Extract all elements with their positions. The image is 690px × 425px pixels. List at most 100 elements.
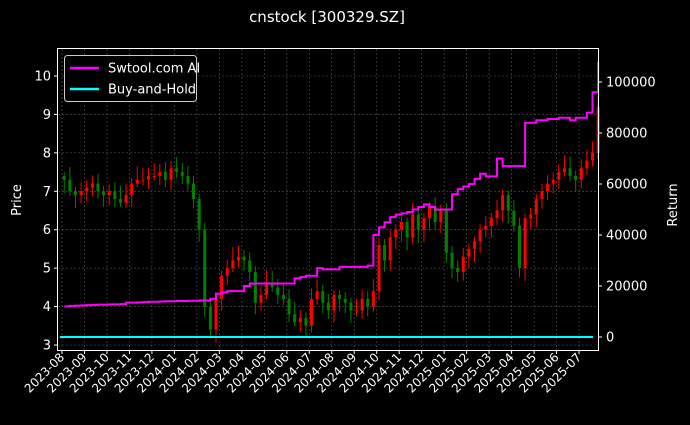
candle-body	[546, 183, 550, 192]
candle-body	[332, 295, 336, 311]
candle-body	[175, 168, 179, 173]
candle-body	[298, 318, 302, 322]
candle-body	[113, 191, 117, 199]
y2-tick-label: 0	[606, 331, 614, 346]
candle-body	[405, 222, 409, 238]
candle-body	[315, 291, 319, 299]
candle-body	[366, 298, 370, 307]
candle-body	[163, 172, 167, 180]
candle-body	[208, 306, 212, 330]
y-tick-label: 9	[43, 108, 51, 123]
candle-body	[102, 191, 106, 196]
candle-body	[411, 214, 415, 238]
candle-body	[416, 214, 420, 230]
y2-tick-label: 100000	[606, 76, 656, 91]
y-tick-label: 10	[34, 69, 51, 84]
candle-body	[197, 198, 201, 230]
candle-body	[281, 295, 285, 299]
candle-body	[540, 191, 544, 199]
candle-body	[523, 218, 527, 269]
candle-body	[169, 168, 173, 180]
candle-body	[478, 229, 482, 242]
candle-body	[456, 268, 460, 272]
y2-tick-label: 20000	[606, 280, 647, 295]
candle-body	[428, 206, 432, 219]
candle-body	[574, 175, 578, 180]
candle-body	[489, 218, 493, 226]
candle-body	[534, 198, 538, 215]
candle-body	[467, 248, 471, 257]
candle-body	[186, 175, 190, 184]
y2-tick-label: 40000	[606, 229, 647, 244]
candle-body	[568, 168, 572, 176]
candle-body	[439, 210, 443, 223]
y-tick-label: 8	[43, 146, 51, 161]
y2-tick-label: 80000	[606, 127, 647, 142]
candle-body	[343, 298, 347, 303]
candlesticks	[62, 95, 600, 344]
return-lines	[60, 61, 600, 338]
candle-body	[422, 218, 426, 230]
candle-body	[253, 271, 257, 303]
candle-body	[203, 229, 207, 307]
candle-body	[383, 245, 387, 261]
candle-body	[399, 222, 403, 230]
candle-body	[557, 172, 561, 180]
candle-body	[248, 260, 252, 272]
candle-body	[512, 210, 516, 226]
grid	[58, 49, 598, 350]
candle-body	[444, 210, 448, 253]
candle-body	[270, 283, 274, 288]
candle-body	[73, 191, 77, 196]
candle-body	[551, 179, 555, 184]
candle-body	[124, 195, 128, 203]
candle-body	[360, 298, 364, 311]
strategy-return-line	[64, 61, 600, 308]
y2-tick-label: 60000	[606, 178, 647, 193]
candle-body	[562, 168, 566, 173]
candle-body	[495, 210, 499, 219]
candle-body	[236, 256, 240, 261]
candle-body	[118, 198, 122, 203]
y-tick-label: 6	[43, 223, 51, 238]
candle-body	[85, 187, 89, 192]
y-tick-label: 5	[43, 262, 51, 277]
candle-body	[585, 160, 589, 169]
candle-body	[484, 225, 488, 230]
candle-body	[135, 179, 139, 184]
candle-body	[130, 183, 134, 196]
candle-body	[68, 179, 72, 192]
candle-body	[591, 152, 595, 161]
candle-body	[152, 175, 156, 177]
candle-body	[371, 291, 375, 307]
y-tick-label: 3	[43, 339, 51, 354]
candle-body	[394, 229, 398, 238]
candle-body	[242, 256, 246, 261]
candle-body	[517, 225, 521, 269]
candle-body	[321, 291, 325, 303]
candle-body	[107, 191, 111, 196]
candle-body	[433, 206, 437, 223]
candle-body	[529, 214, 533, 219]
candle-body	[214, 298, 218, 330]
candle-body	[265, 283, 269, 296]
candle-body	[180, 172, 184, 176]
candle-body	[388, 237, 392, 261]
candle-body	[231, 260, 235, 269]
candle-body	[304, 318, 308, 326]
candle-body	[192, 183, 196, 199]
legend: Swtool.com AI Buy-and-Hold	[64, 55, 200, 102]
candle-body	[310, 298, 314, 326]
candle-body	[62, 175, 66, 180]
candle-body	[461, 256, 465, 272]
legend-label-strategy: Swtool.com AI	[108, 62, 200, 77]
candle-body	[338, 295, 342, 299]
candle-body	[287, 298, 291, 315]
candle-body	[220, 275, 224, 299]
candle-body	[506, 195, 510, 211]
candle-body	[259, 295, 263, 303]
candle-body	[579, 168, 583, 180]
y2-axis-label: Return	[666, 183, 681, 226]
y-tick-label: 7	[43, 185, 51, 200]
candle-body	[96, 183, 100, 192]
